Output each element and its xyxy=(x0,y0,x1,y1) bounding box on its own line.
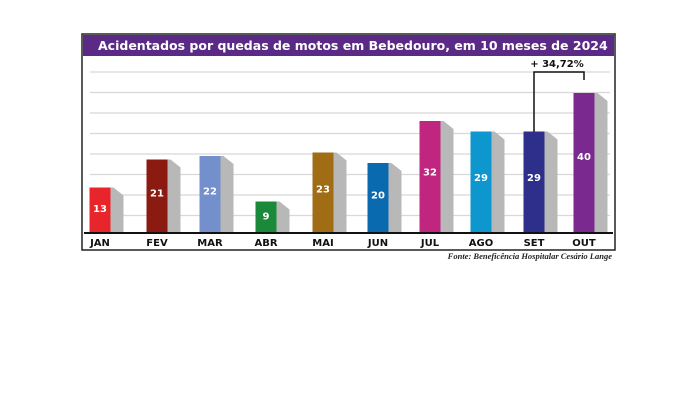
category-label: ABR xyxy=(254,238,277,249)
bar-shadow xyxy=(388,163,402,233)
title-bar xyxy=(83,35,614,56)
category-label: JUN xyxy=(367,238,388,249)
data-label: 32 xyxy=(423,167,437,178)
source-note: Fonte: Beneficência Hospitalar Cesário L… xyxy=(447,251,613,261)
annotation-label: + 34,72% xyxy=(530,59,584,70)
bar-shadow xyxy=(167,159,181,233)
category-label: OUT xyxy=(572,238,596,249)
data-label: 29 xyxy=(527,173,541,184)
bar-shadow xyxy=(491,131,505,233)
category-label: AGO xyxy=(469,238,493,249)
bar-shadow xyxy=(220,156,234,233)
bar-shadow xyxy=(110,187,124,233)
data-label: 9 xyxy=(263,212,270,223)
data-label: 21 xyxy=(150,189,164,200)
bar-out xyxy=(573,93,595,233)
data-label: 13 xyxy=(93,204,107,215)
bar-jun xyxy=(367,163,389,233)
bar-mar xyxy=(199,156,221,233)
bar-shadow xyxy=(544,131,558,233)
category-label: SET xyxy=(524,238,545,249)
bar-abr xyxy=(255,201,277,233)
bar-shadow xyxy=(333,152,347,233)
bar-jul xyxy=(419,121,441,233)
bar-fev xyxy=(146,159,168,233)
bar-shadow xyxy=(276,201,290,233)
chart-title: Acidentados por quedas de motos em Bebed… xyxy=(98,38,608,53)
bar-shadow xyxy=(594,93,608,233)
data-label: 23 xyxy=(316,185,330,196)
bar-jan xyxy=(89,187,111,233)
category-label: FEV xyxy=(146,238,168,249)
data-label: 20 xyxy=(371,191,385,202)
data-label: 40 xyxy=(577,152,591,163)
data-label: 29 xyxy=(474,173,488,184)
category-label: JAN xyxy=(89,238,110,249)
category-label: JUL xyxy=(420,238,440,249)
data-label: 22 xyxy=(203,187,217,198)
bar-ago xyxy=(470,131,492,233)
bar-mai xyxy=(312,152,334,233)
annotation-bracket xyxy=(533,71,585,132)
bar-set xyxy=(523,131,545,233)
category-label: MAR xyxy=(197,238,223,249)
category-label: MAI xyxy=(312,238,333,249)
bar-shadow xyxy=(440,121,454,233)
